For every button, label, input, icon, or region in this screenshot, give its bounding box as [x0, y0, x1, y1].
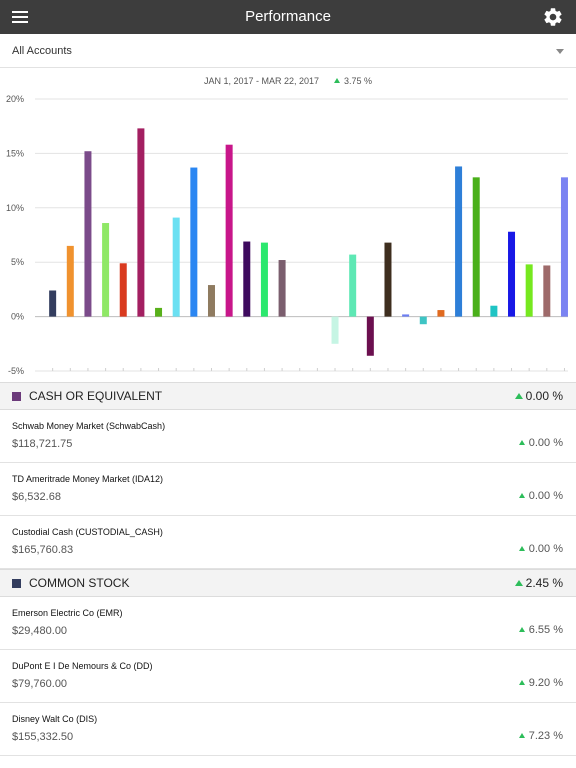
chart-bar[interactable] — [66, 245, 74, 317]
section-name: COMMON STOCK — [29, 576, 130, 590]
section-header[interactable]: CASH OR EQUIVALENT 0.00 % — [0, 382, 576, 410]
chart-bar[interactable] — [207, 285, 215, 317]
holding-pct-value: 0.00 % — [528, 490, 563, 502]
chart-bar[interactable] — [278, 260, 286, 317]
holding-pct: 0.00 % — [518, 490, 563, 502]
holding-name: Disney Walt Co (DIS) — [12, 714, 98, 724]
section-swatch — [12, 392, 21, 401]
holding-row[interactable]: Custodial Cash (CUSTODIAL_CASH) $165,760.… — [0, 516, 576, 569]
arrow-up-icon — [514, 393, 523, 399]
gear-icon[interactable] — [542, 6, 564, 28]
chart-bar[interactable] — [472, 177, 480, 317]
holding-value: $79,760.00 — [12, 678, 68, 690]
period-change: 3.75 % — [344, 76, 373, 86]
holding-pct-value: 0.00 % — [528, 543, 563, 555]
holding-value: $29,480.00 — [12, 625, 68, 637]
holding-row[interactable]: Disney Walt Co (DIS) $155,332.50 7.23 % — [0, 703, 576, 756]
y-tick-label: -5% — [8, 366, 24, 376]
chart-bar[interactable] — [384, 242, 392, 317]
arrow-up-icon — [333, 78, 340, 83]
chart-bar[interactable] — [102, 223, 110, 317]
section-pct-value: 2.45 % — [525, 576, 563, 590]
holding-name: Emerson Electric Co (EMR) — [12, 608, 123, 618]
holding-pct: 6.55 % — [518, 624, 563, 636]
y-tick-label: 20% — [6, 94, 24, 104]
section-pct-value: 0.00 % — [525, 389, 563, 403]
holding-row[interactable]: Schwab Money Market (SchwabCash) $118,721… — [0, 410, 576, 463]
chart-bar[interactable] — [260, 242, 268, 317]
section-header[interactable]: COMMON STOCK 2.45 % — [0, 569, 576, 597]
chart-bar[interactable] — [49, 290, 57, 317]
account-select-value: All Accounts — [12, 45, 72, 57]
chart-bar[interactable] — [84, 151, 92, 317]
chart-bar[interactable] — [190, 167, 198, 317]
arrow-up-icon — [514, 580, 523, 586]
chart-header: JAN 1, 2017 - MAR 22, 2017 3.75 % — [0, 76, 576, 86]
chart-bar[interactable] — [155, 307, 163, 317]
page-title: Performance — [245, 8, 331, 25]
section-pct: 0.00 % — [514, 383, 563, 410]
chart-bar[interactable] — [119, 263, 127, 317]
arrow-up-icon — [518, 440, 525, 445]
holding-pct-value: 7.23 % — [528, 730, 563, 742]
chart-bar[interactable] — [543, 265, 551, 317]
y-tick-label: 10% — [6, 203, 24, 213]
holding-pct-value: 0.00 % — [528, 437, 563, 449]
holding-row[interactable]: DuPont E I De Nemours & Co (DD) $79,760.0… — [0, 650, 576, 703]
holding-name: Custodial Cash (CUSTODIAL_CASH) — [12, 527, 163, 537]
section-pct: 2.45 % — [514, 570, 563, 597]
chart-bar[interactable] — [402, 314, 410, 317]
holding-name: DuPont E I De Nemours & Co (DD) — [12, 661, 153, 671]
top-bar: Performance — [0, 0, 576, 34]
holding-value: $118,721.75 — [12, 438, 73, 450]
holding-value: $165,760.83 — [12, 544, 74, 556]
holding-pct: 7.23 % — [518, 730, 563, 742]
y-tick-label: 5% — [11, 257, 24, 267]
holding-pct-value: 6.55 % — [528, 624, 563, 636]
chart-bar[interactable] — [437, 310, 445, 317]
arrow-up-icon — [518, 680, 525, 685]
holding-row[interactable]: Emerson Electric Co (EMR) $29,480.00 6.55 … — [0, 597, 576, 650]
date-range: JAN 1, 2017 - MAR 22, 2017 — [203, 76, 319, 86]
chevron-down-icon — [556, 49, 564, 54]
arrow-up-icon — [518, 733, 525, 738]
chart-bar[interactable] — [225, 144, 233, 317]
holding-name: TD Ameritrade Money Market (IDA12) — [12, 474, 164, 484]
holding-value: $155,332.50 — [12, 731, 74, 743]
chart-bar[interactable] — [508, 231, 516, 317]
account-select[interactable]: All Accounts — [0, 34, 576, 68]
chart-bar[interactable] — [366, 316, 374, 356]
bar-chart: 20% 15% 10% 5% 0% -5% — [6, 94, 568, 376]
arrow-up-icon — [518, 627, 525, 632]
holding-pct-value: 9.20 % — [528, 677, 563, 689]
holding-pct: 0.00 % — [518, 543, 563, 555]
chart-bar[interactable] — [560, 177, 568, 317]
chart-bar[interactable] — [455, 166, 463, 317]
section-name: CASH OR EQUIVALENT — [29, 389, 163, 403]
chart-bar[interactable] — [172, 217, 180, 317]
arrow-up-icon — [518, 493, 525, 498]
performance-chart: JAN 1, 2017 - MAR 22, 2017 3.75 % 20% 15%… — [0, 68, 576, 382]
arrow-up-icon — [518, 546, 525, 551]
chart-bar[interactable] — [349, 254, 357, 317]
chart-bar[interactable] — [243, 241, 251, 317]
chart-bar[interactable] — [525, 264, 533, 317]
chart-bar[interactable] — [419, 316, 427, 325]
holding-value: $6,532.68 — [12, 491, 61, 503]
holding-pct: 0.00 % — [518, 437, 563, 449]
chart-bar[interactable] — [490, 305, 498, 317]
holding-pct: 9.20 % — [518, 677, 563, 689]
section-swatch — [12, 579, 21, 588]
menu-icon[interactable] — [12, 11, 28, 23]
holding-row[interactable]: TD Ameritrade Money Market (IDA12) $6,532… — [0, 463, 576, 516]
chart-bar[interactable] — [137, 128, 145, 317]
chart-bar[interactable] — [331, 316, 339, 344]
holding-name: Schwab Money Market (SchwabCash) — [12, 421, 166, 431]
y-tick-label: 15% — [6, 148, 24, 158]
y-tick-label: 0% — [11, 312, 24, 322]
